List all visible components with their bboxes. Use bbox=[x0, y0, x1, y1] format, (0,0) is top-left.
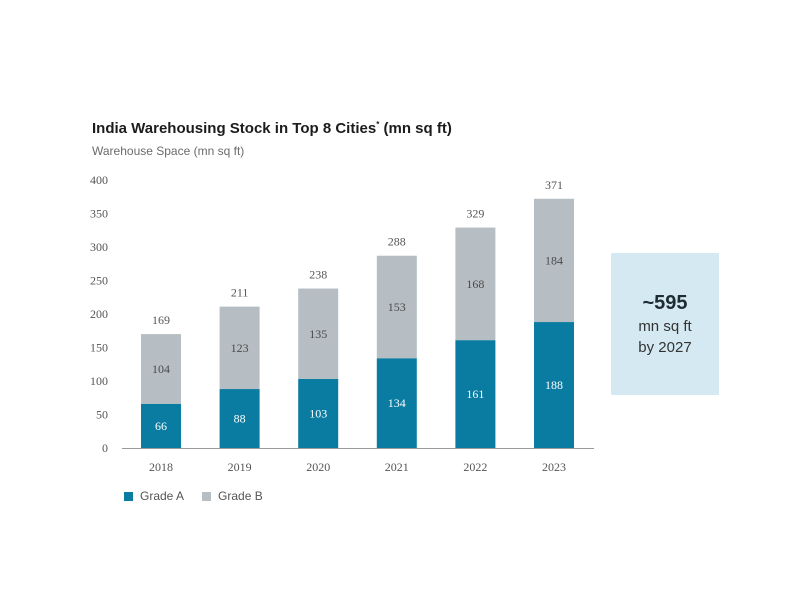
bar-value-label: 168 bbox=[466, 277, 484, 291]
x-tick-label: 2018 bbox=[149, 460, 173, 474]
y-tick-label: 150 bbox=[90, 341, 108, 355]
x-tick-label: 2021 bbox=[385, 460, 409, 474]
bar-grade-a bbox=[219, 389, 260, 448]
y-tick-label: 300 bbox=[90, 240, 108, 254]
bar-value-label: 103 bbox=[309, 406, 327, 420]
y-tick-label: 50 bbox=[96, 408, 108, 422]
y-tick-label: 400 bbox=[90, 173, 108, 187]
bar-grade-b bbox=[219, 306, 260, 390]
bar-value-label: 88 bbox=[234, 412, 246, 426]
legend-label-grade-b: Grade B bbox=[218, 489, 263, 503]
bar-total-label: 238 bbox=[309, 268, 327, 282]
legend-swatch-grade-a bbox=[124, 491, 133, 501]
bar-grade-b bbox=[455, 227, 496, 341]
bar-grade-a bbox=[455, 340, 496, 448]
bar-grade-b bbox=[298, 288, 339, 379]
x-tick-label: 2019 bbox=[228, 460, 252, 474]
chart-title-units: (mn sq ft) bbox=[379, 120, 452, 137]
bar-value-label: 123 bbox=[231, 341, 249, 355]
bar-value-label: 104 bbox=[152, 362, 170, 376]
bar-grade-a bbox=[534, 322, 574, 448]
bar-total-label: 211 bbox=[231, 286, 249, 300]
chart-title-text: India Warehousing Stock in Top 8 Cities bbox=[92, 120, 377, 137]
bar-value-label: 135 bbox=[309, 327, 327, 341]
forecast-callout: ~595 mn sq ft by 2027 bbox=[611, 253, 719, 395]
bar-total-label: 329 bbox=[466, 207, 484, 221]
bar-grade-b bbox=[376, 255, 417, 359]
legend-label-grade-a: Grade A bbox=[140, 489, 185, 503]
bar-grade-a bbox=[376, 358, 417, 448]
chart-title: India Warehousing Stock in Top 8 Cities*… bbox=[92, 120, 452, 137]
bar-value-label: 161 bbox=[466, 387, 484, 401]
forecast-value: ~595 bbox=[642, 292, 688, 314]
x-tick-label: 2020 bbox=[306, 460, 330, 474]
forecast-unit: mn sq ft bbox=[638, 318, 692, 335]
x-tick-label: 2022 bbox=[463, 460, 487, 474]
legend-item-grade-a: Grade A bbox=[124, 489, 184, 503]
bar-total-label: 371 bbox=[545, 178, 563, 192]
y-axis-title: Warehouse Space (mn sq ft) bbox=[92, 144, 245, 158]
bar-value-label: 184 bbox=[545, 253, 563, 267]
y-tick-label: 0 bbox=[102, 441, 108, 455]
bar-grade-a bbox=[298, 378, 339, 448]
y-tick-label: 250 bbox=[90, 274, 108, 288]
x-tick-label: 2023 bbox=[542, 460, 566, 474]
bar-total-label: 288 bbox=[388, 235, 406, 249]
bar-grade-b bbox=[141, 334, 181, 404]
y-tick-label: 350 bbox=[90, 207, 108, 221]
legend: Grade A Grade B bbox=[124, 489, 263, 503]
y-tick-label: 100 bbox=[90, 374, 108, 388]
bar-value-label: 66 bbox=[155, 419, 167, 433]
bar-grade-a bbox=[141, 403, 181, 448]
bar-total-label: 169 bbox=[152, 313, 170, 327]
bar-value-label: 188 bbox=[545, 378, 563, 392]
legend-swatch-grade-b bbox=[202, 491, 212, 501]
legend-item-grade-b: Grade B bbox=[202, 489, 263, 503]
forecast-year: by 2027 bbox=[638, 339, 692, 356]
y-tick-label: 200 bbox=[90, 307, 108, 321]
bar-grade-b bbox=[534, 198, 574, 323]
bar-value-label: 134 bbox=[388, 396, 406, 410]
chart-title-footnote-mark: * bbox=[376, 120, 380, 129]
bar-value-label: 153 bbox=[388, 300, 406, 314]
